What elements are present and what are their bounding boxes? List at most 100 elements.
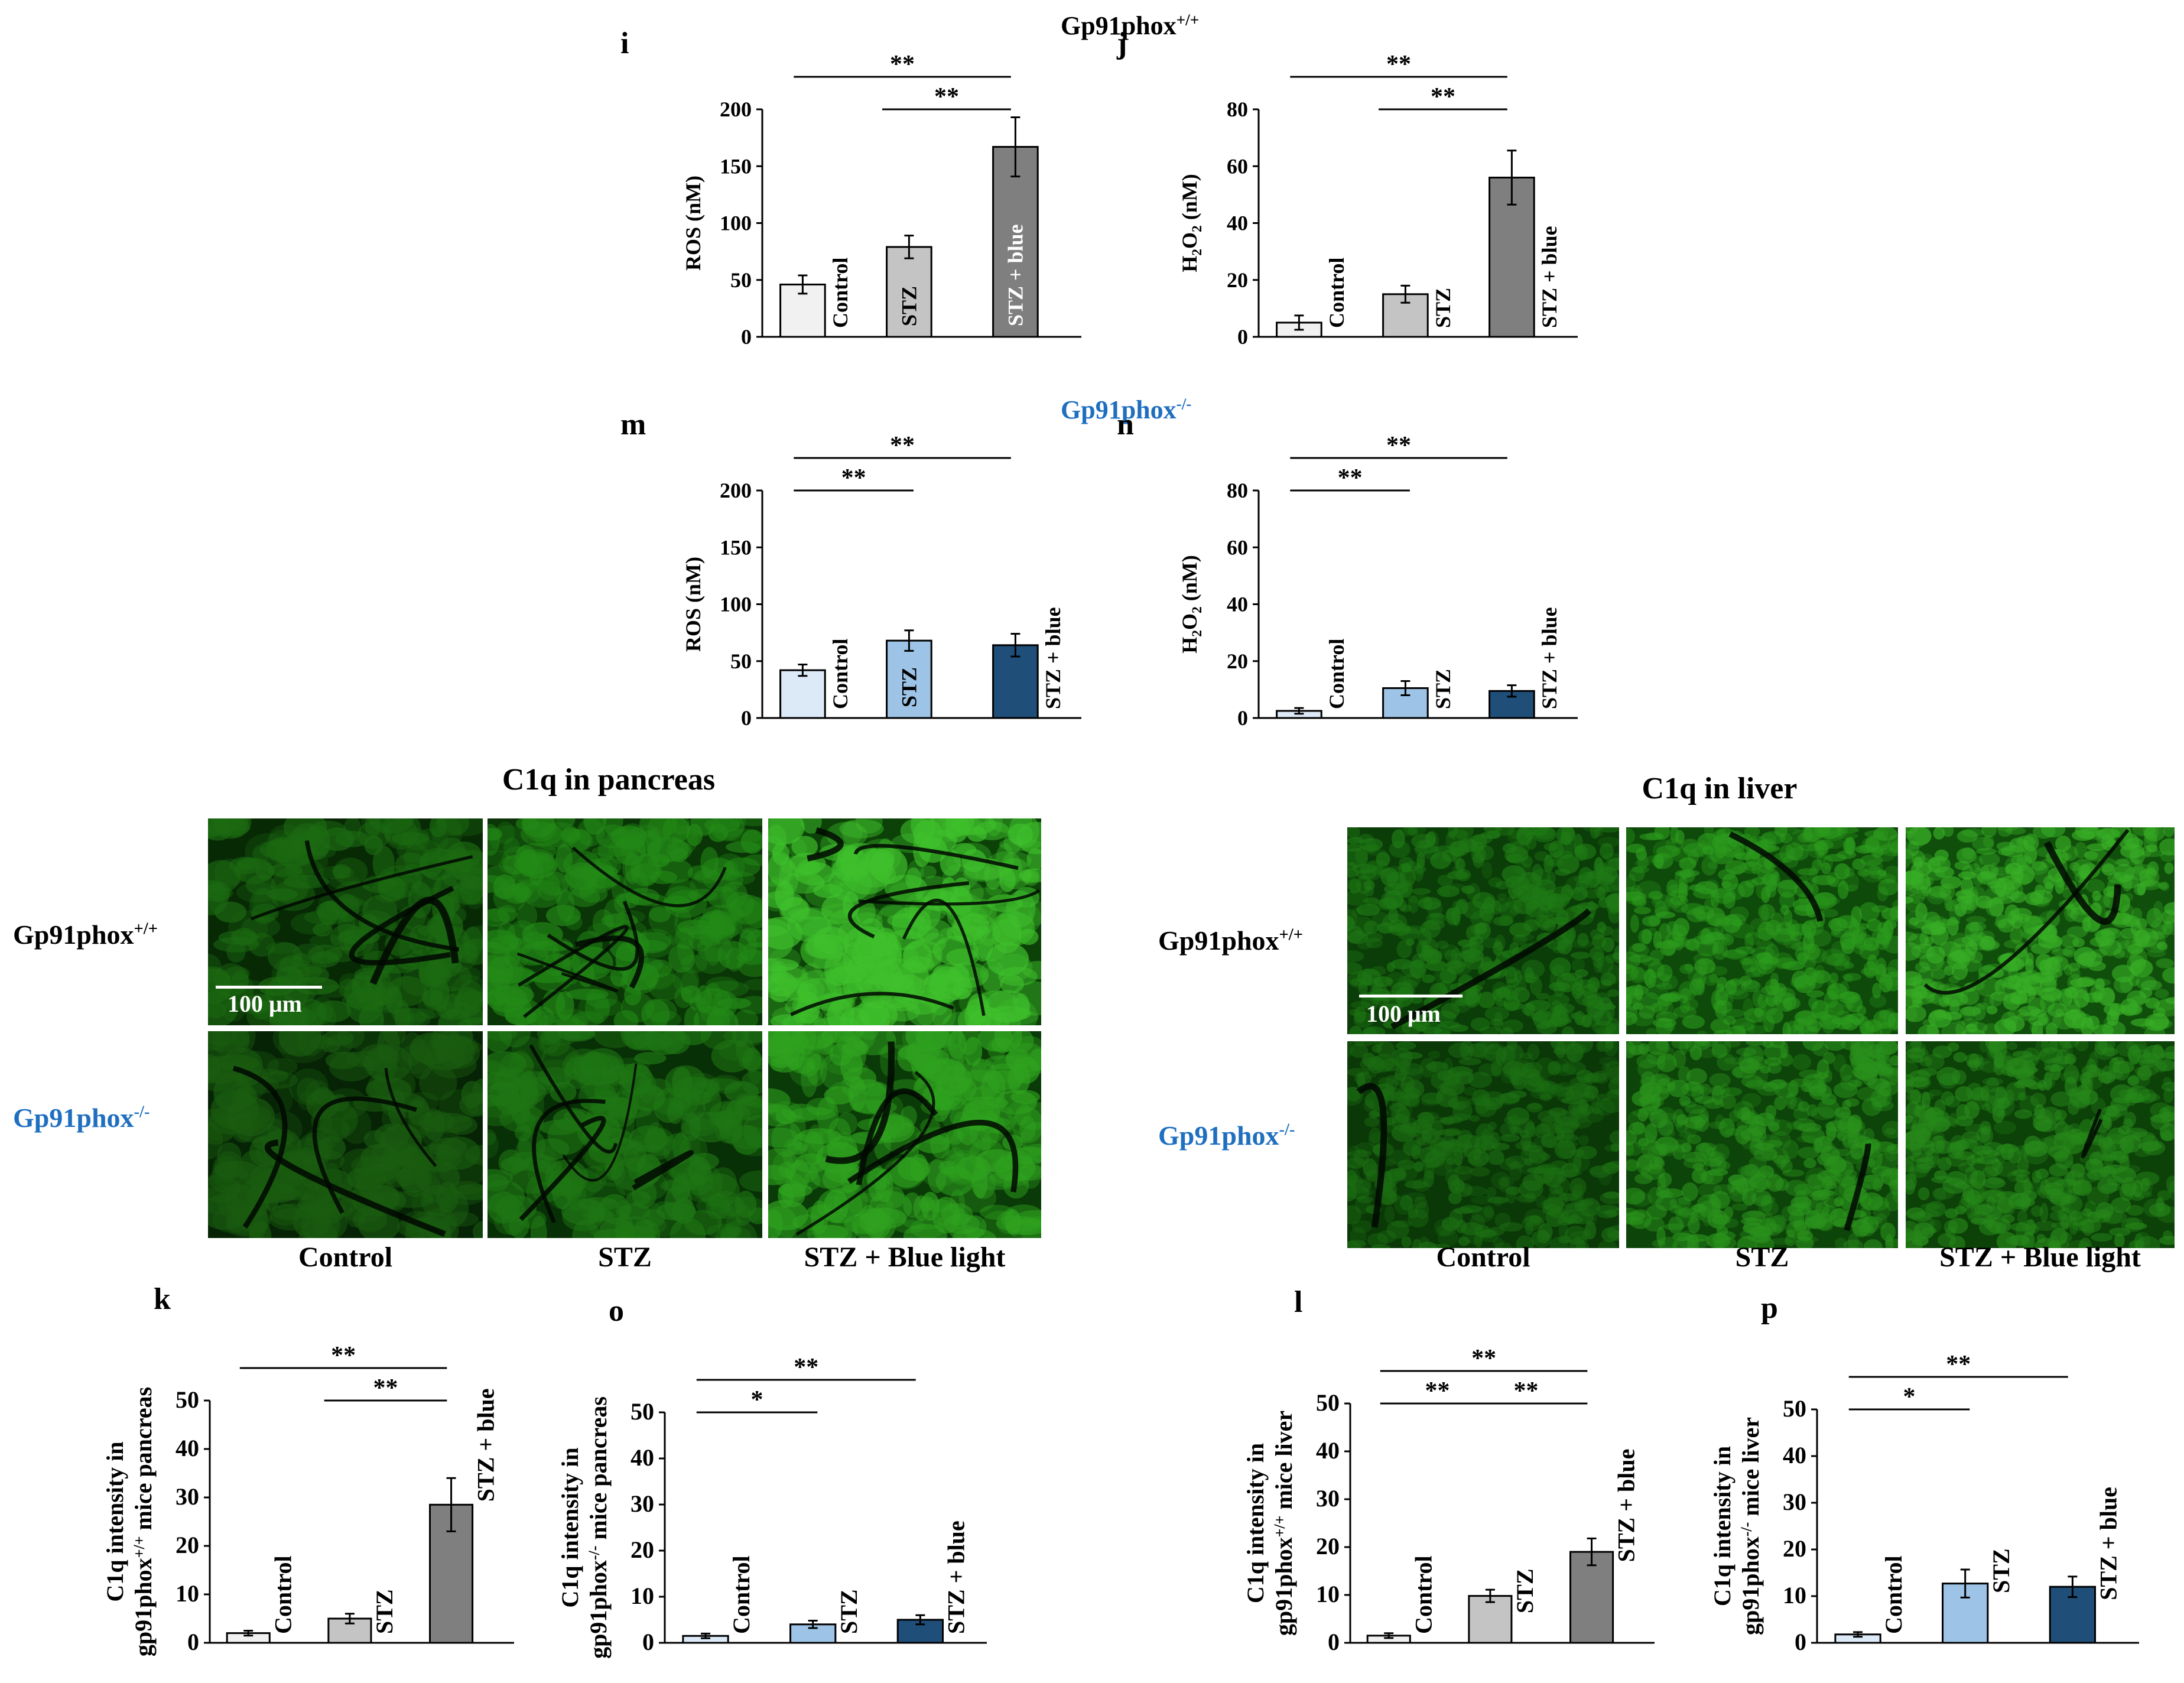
tissue-cluster	[1777, 1155, 1786, 1170]
tissue-cluster	[706, 976, 739, 993]
tissue-cluster	[1728, 1174, 1746, 1185]
tissue-cluster	[1548, 1017, 1572, 1025]
tissue-cluster	[1714, 1237, 1737, 1248]
tissue-cluster	[1731, 1203, 1748, 1211]
tissue-cluster	[1815, 840, 1828, 856]
tissue-cluster	[2117, 935, 2130, 950]
tissue-cluster	[768, 1103, 779, 1115]
tissue-cluster	[2127, 1044, 2150, 1064]
tissue-cluster	[1473, 1143, 1481, 1161]
tissue-cluster	[1408, 827, 1418, 836]
tissue-cluster	[1347, 950, 1364, 963]
tissue-cluster	[1356, 869, 1377, 880]
category-label-2: STZ + blue	[1538, 607, 1561, 709]
tissue-cluster	[2096, 828, 2120, 840]
tissue-cluster	[1739, 1022, 1755, 1034]
tissue-cluster	[641, 999, 670, 1025]
tissue-cluster	[1925, 869, 1946, 881]
tissue-cluster	[1876, 1047, 1890, 1065]
tissue-cluster	[1676, 1120, 1688, 1133]
tissue-cluster	[1526, 836, 1537, 850]
tissue-cluster	[1848, 1080, 1862, 1087]
tissue-cluster	[2029, 889, 2053, 904]
tissue-cluster	[1483, 1205, 1494, 1219]
tissue-cluster	[1480, 1051, 1500, 1061]
tissue-cluster	[1710, 1086, 1726, 1096]
tissue-cluster	[1595, 1093, 1611, 1102]
tissue-cluster	[1386, 1220, 1409, 1239]
tissue-cluster	[2101, 1047, 2118, 1057]
tissue-cluster	[214, 901, 246, 923]
tissue-cluster	[2112, 872, 2121, 884]
tissue-cluster	[1555, 898, 1568, 909]
tissue-cluster	[1636, 1155, 1653, 1175]
tissue-cluster	[1405, 1192, 1426, 1201]
tissue-cluster	[1519, 1180, 1543, 1199]
tissue-cluster	[1782, 1022, 1791, 1034]
tissue-cluster	[1941, 1022, 1967, 1034]
tissue-cluster	[1600, 1191, 1619, 1205]
tissue-cluster	[1955, 1021, 1967, 1034]
tissue-cluster	[1747, 1025, 1769, 1034]
tissue-cluster	[1586, 994, 1604, 1007]
tissue-cluster	[946, 1128, 964, 1145]
tissue-cluster	[714, 923, 736, 936]
bar-1	[327, 1617, 372, 1644]
tissue-cluster	[208, 1031, 249, 1052]
tissue-cluster	[1828, 918, 1848, 931]
tissue-cluster	[1906, 896, 1914, 904]
tissue-cluster	[2052, 1055, 2075, 1065]
tissue-cluster	[1824, 990, 1839, 1009]
y-axis-label: ROS (nM)	[681, 557, 705, 652]
category-label-text: STZ	[1431, 669, 1455, 709]
tissue-cluster	[1484, 1006, 1510, 1021]
tissue-cluster	[512, 882, 529, 903]
tissue-cluster	[734, 1190, 757, 1219]
tissue-cluster	[1646, 1204, 1668, 1220]
tissue-cluster	[1605, 875, 1619, 895]
tissue-cluster	[1740, 957, 1753, 966]
tissue-cluster	[1704, 974, 1719, 986]
tissue-cluster	[1856, 1087, 1881, 1102]
tissue-cluster	[979, 1204, 1015, 1220]
tissue-cluster	[1642, 1141, 1663, 1160]
tissue-cluster	[1925, 1201, 1946, 1217]
tissue-cluster	[723, 1031, 762, 1044]
tissue-cluster	[1440, 1080, 1465, 1096]
tissue-cluster	[1744, 1164, 1760, 1181]
tissue-cluster	[1796, 1009, 1818, 1027]
tissue-cluster	[726, 841, 760, 853]
tissue-cluster	[1470, 1214, 1486, 1230]
tissue-cluster	[1863, 937, 1880, 951]
tissue-cluster	[1626, 951, 1641, 969]
tissue-cluster	[2014, 865, 2035, 885]
tissue-cluster	[1360, 863, 1370, 875]
tissue-cluster	[1880, 1168, 1898, 1186]
tissue-cluster	[1452, 1102, 1466, 1111]
tissue-cluster	[1552, 1083, 1565, 1097]
tissue-cluster	[1756, 1082, 1780, 1096]
tissue-cluster	[583, 818, 607, 835]
tissue-cluster	[1558, 1223, 1569, 1239]
tissue-cluster	[677, 937, 694, 966]
tissue-cluster	[1525, 901, 1540, 909]
tissue-cluster	[717, 1106, 737, 1139]
tissue-cluster	[1597, 955, 1614, 975]
tissue-cluster	[1413, 1161, 1424, 1172]
tissue-cluster	[1539, 1152, 1551, 1161]
tissue-cluster	[1525, 1222, 1534, 1236]
tissue-cluster	[1803, 1086, 1826, 1093]
tissue-cluster	[984, 859, 1003, 890]
tissue-cluster	[647, 855, 670, 868]
tissue-cluster	[1575, 1242, 1590, 1248]
tissue-cluster	[1349, 1041, 1366, 1047]
tissue-cluster	[1349, 1044, 1369, 1058]
tissue-cluster	[1561, 884, 1574, 902]
tissue-cluster	[1604, 1210, 1618, 1217]
tissue-cluster	[1793, 1018, 1806, 1032]
tissue-cluster	[2125, 1128, 2148, 1139]
tissue-cluster	[1830, 928, 1852, 938]
y-axis-label: H2O2 (nM)	[1178, 174, 1205, 272]
tissue-cluster	[1658, 1172, 1672, 1187]
tissue-cluster	[1411, 1119, 1433, 1134]
